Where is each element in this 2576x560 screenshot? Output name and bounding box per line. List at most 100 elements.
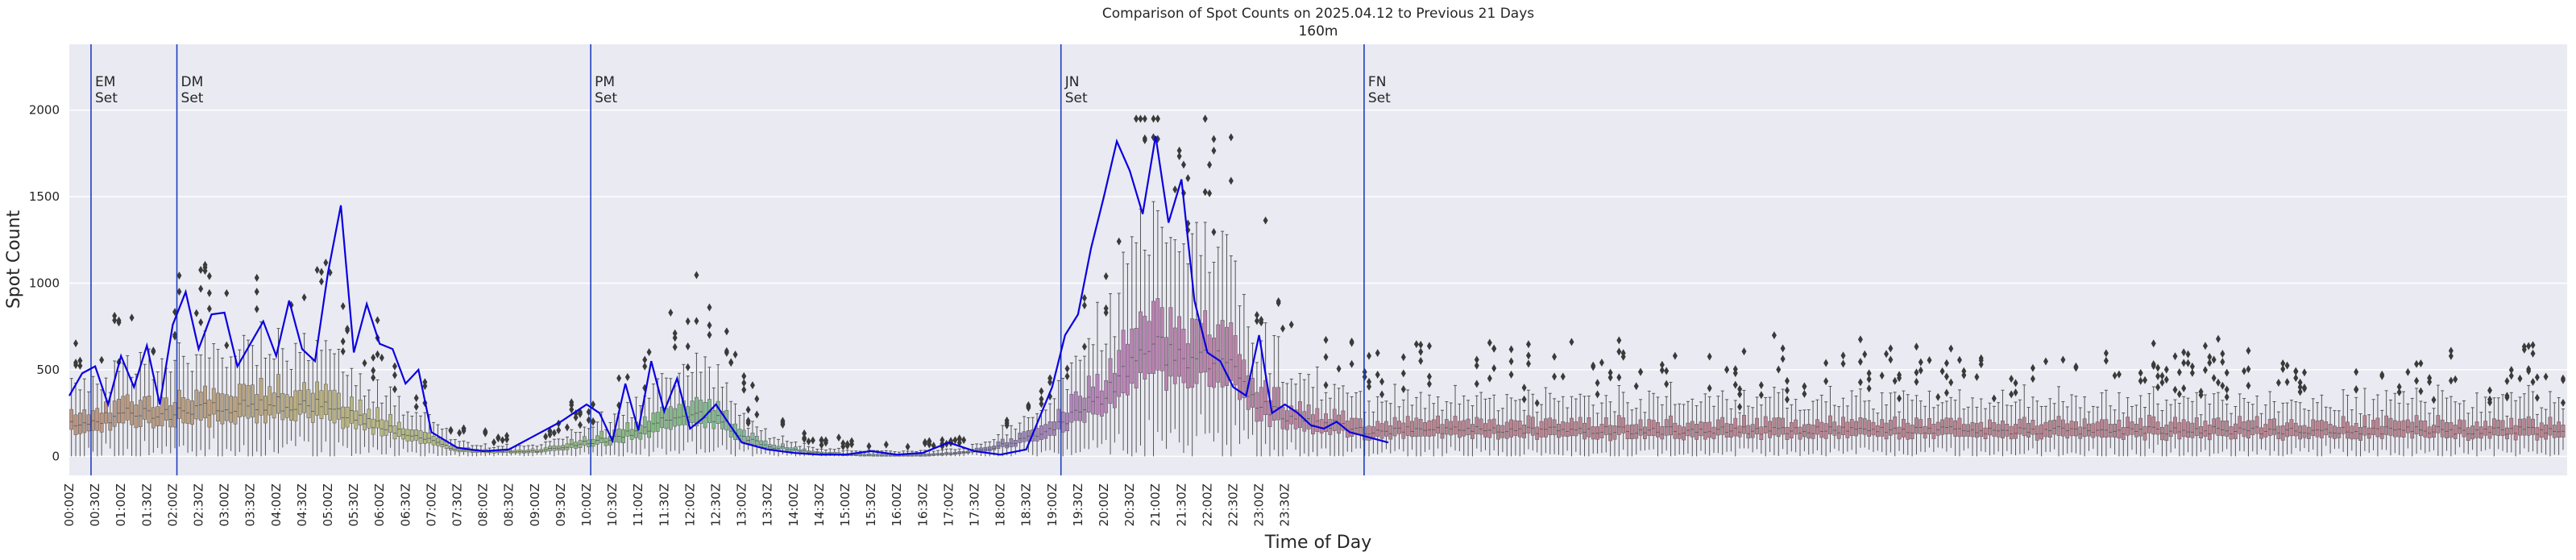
outlier-point (2448, 376, 2454, 385)
box (1462, 420, 1466, 437)
box (143, 396, 147, 420)
outlier-point (1155, 114, 1160, 123)
outlier-point (2185, 359, 2191, 367)
x-tick-label: 13:00Z (735, 483, 749, 527)
outlier-point (1426, 372, 1432, 381)
box (1509, 419, 1513, 438)
box (2341, 416, 2346, 434)
outlier-point (1823, 359, 1829, 367)
outlier-point (1185, 174, 1191, 183)
box (117, 399, 121, 424)
outlier-point (1064, 372, 1070, 381)
outlier-point (1569, 338, 1574, 346)
outlier-point (547, 427, 553, 436)
box (1660, 425, 1665, 440)
box (1888, 420, 1893, 436)
outlier-point (586, 416, 591, 425)
box (2259, 427, 2263, 439)
box (86, 414, 91, 432)
outlier-point (551, 429, 557, 438)
x-tick-label: 09:30Z (554, 483, 568, 527)
box (1733, 417, 1738, 437)
box (1621, 417, 1626, 433)
box (1168, 307, 1173, 377)
box (1548, 417, 1553, 435)
box (392, 425, 397, 440)
outlier-point (413, 402, 419, 411)
x-tick-label: 14:00Z (786, 483, 801, 527)
box (1957, 417, 1962, 438)
box (302, 382, 306, 413)
box (2255, 416, 2259, 434)
outlier-point (672, 329, 678, 338)
box (1190, 318, 1195, 388)
outlier-point (672, 334, 678, 342)
outlier-point (1607, 373, 1613, 382)
outlier-point (1379, 377, 1385, 386)
outlier-point (694, 271, 699, 280)
x-tick-label: 09:00Z (528, 483, 542, 527)
box (695, 396, 699, 427)
box (647, 421, 651, 438)
box (1134, 327, 1139, 389)
box (750, 432, 755, 445)
outlier-point (1426, 380, 1432, 388)
annotation-label: Set (181, 90, 204, 106)
outlier-point (1664, 367, 1670, 375)
box (1979, 421, 1984, 437)
box (1130, 328, 1135, 384)
outlier-point (741, 385, 747, 394)
box (297, 389, 302, 415)
outlier-point (1081, 342, 1087, 351)
box (1126, 343, 1130, 396)
outlier-point (564, 423, 570, 432)
outlier-point (345, 324, 351, 333)
box (591, 438, 595, 447)
outlier-point (73, 359, 79, 367)
outlier-point (2030, 363, 2035, 372)
box (1263, 380, 1268, 415)
box (2263, 424, 2268, 438)
box (1440, 424, 1445, 439)
box (2509, 417, 2514, 435)
box (440, 439, 445, 447)
outlier-point (1349, 359, 1354, 368)
box (673, 408, 678, 427)
box (1073, 391, 1078, 421)
outlier-point (577, 421, 583, 429)
outlier-point (2013, 388, 2018, 397)
outlier-point (754, 410, 760, 419)
box (2087, 423, 2091, 437)
box (2276, 425, 2281, 439)
box (1988, 419, 1992, 436)
box (759, 440, 764, 448)
box (2522, 418, 2527, 436)
outlier-point (1081, 293, 1087, 302)
box (2047, 420, 2052, 438)
box (1276, 387, 1281, 421)
outlier-point (741, 371, 747, 380)
box (2173, 417, 2177, 434)
outlier-point (422, 378, 428, 387)
box (409, 429, 414, 442)
outlier-point (2354, 385, 2359, 394)
box (616, 428, 621, 443)
outlier-point (1211, 135, 1217, 143)
box (1746, 425, 1751, 439)
outlier-point (340, 347, 346, 356)
box (1436, 415, 1441, 433)
outlier-point (1939, 367, 1945, 375)
outlier-point (1707, 384, 1712, 392)
box (2212, 418, 2217, 434)
outlier-point (2487, 386, 2493, 395)
box (1858, 417, 1863, 434)
box (2246, 420, 2250, 438)
box (1634, 424, 1639, 439)
outlier-point (577, 409, 583, 418)
outlier-point (2560, 398, 2566, 407)
outlier-point (2202, 342, 2208, 351)
box (224, 394, 229, 421)
outlier-point (1375, 349, 1380, 358)
x-tick-label: 15:30Z (864, 483, 878, 527)
box (1625, 425, 1630, 439)
